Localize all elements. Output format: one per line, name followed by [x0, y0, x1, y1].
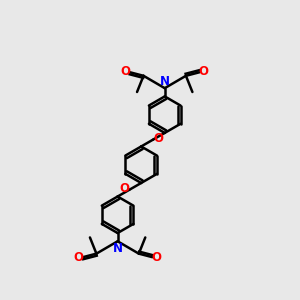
Text: O: O: [74, 251, 84, 264]
Text: O: O: [153, 132, 163, 145]
Text: O: O: [119, 182, 129, 195]
Text: O: O: [121, 65, 131, 79]
Text: O: O: [152, 251, 161, 264]
Text: O: O: [199, 65, 208, 79]
Text: N: N: [112, 242, 123, 255]
Text: N: N: [160, 75, 170, 88]
